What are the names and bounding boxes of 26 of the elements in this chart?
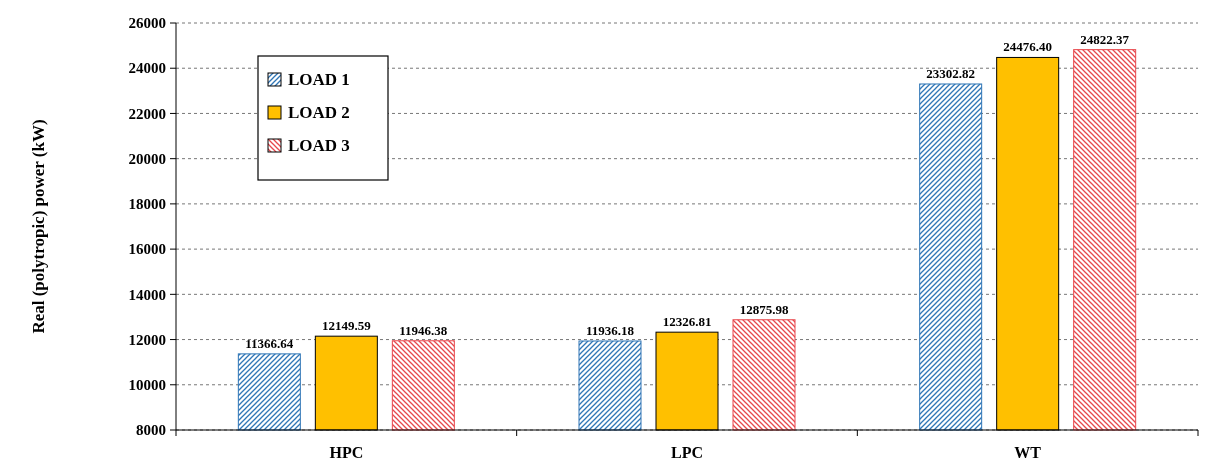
y-tick-label: 10000 (128, 377, 166, 394)
data-label: 11946.38 (399, 322, 448, 338)
x-tick-label: HPC (329, 444, 364, 461)
y-tick-label: 22000 (128, 105, 166, 122)
data-label: 24476.40 (1003, 39, 1053, 55)
legend-label: LOAD 2 (288, 103, 350, 122)
data-label: 12149.59 (321, 318, 372, 334)
data-label: 11366.64 (245, 335, 294, 351)
x-tick-label: WT (1014, 444, 1042, 461)
data-label: 11936.18 (585, 323, 635, 338)
data-label: 12326.81 (662, 314, 712, 330)
data-label: 23302.82 (926, 65, 976, 81)
y-axis-title: Real (polytropic) power (kW) (29, 119, 48, 334)
legend-label: LOAD 1 (288, 70, 350, 89)
legend-label: LOAD 3 (288, 136, 350, 155)
y-tick-label: 24000 (128, 60, 166, 77)
y-tick-label: 18000 (128, 196, 166, 213)
y-tick-label: 20000 (128, 150, 166, 167)
y-tick-label: 8000 (136, 422, 166, 439)
y-tick-label: 26000 (128, 15, 166, 32)
y-tick-label: 14000 (128, 286, 166, 303)
data-label: 24822.37 (1080, 31, 1130, 47)
y-tick-label: 16000 (128, 241, 166, 258)
x-tick-label: LPC (671, 444, 703, 461)
data-label: 12875.98 (739, 301, 789, 317)
y-tick-label: 12000 (128, 331, 166, 348)
